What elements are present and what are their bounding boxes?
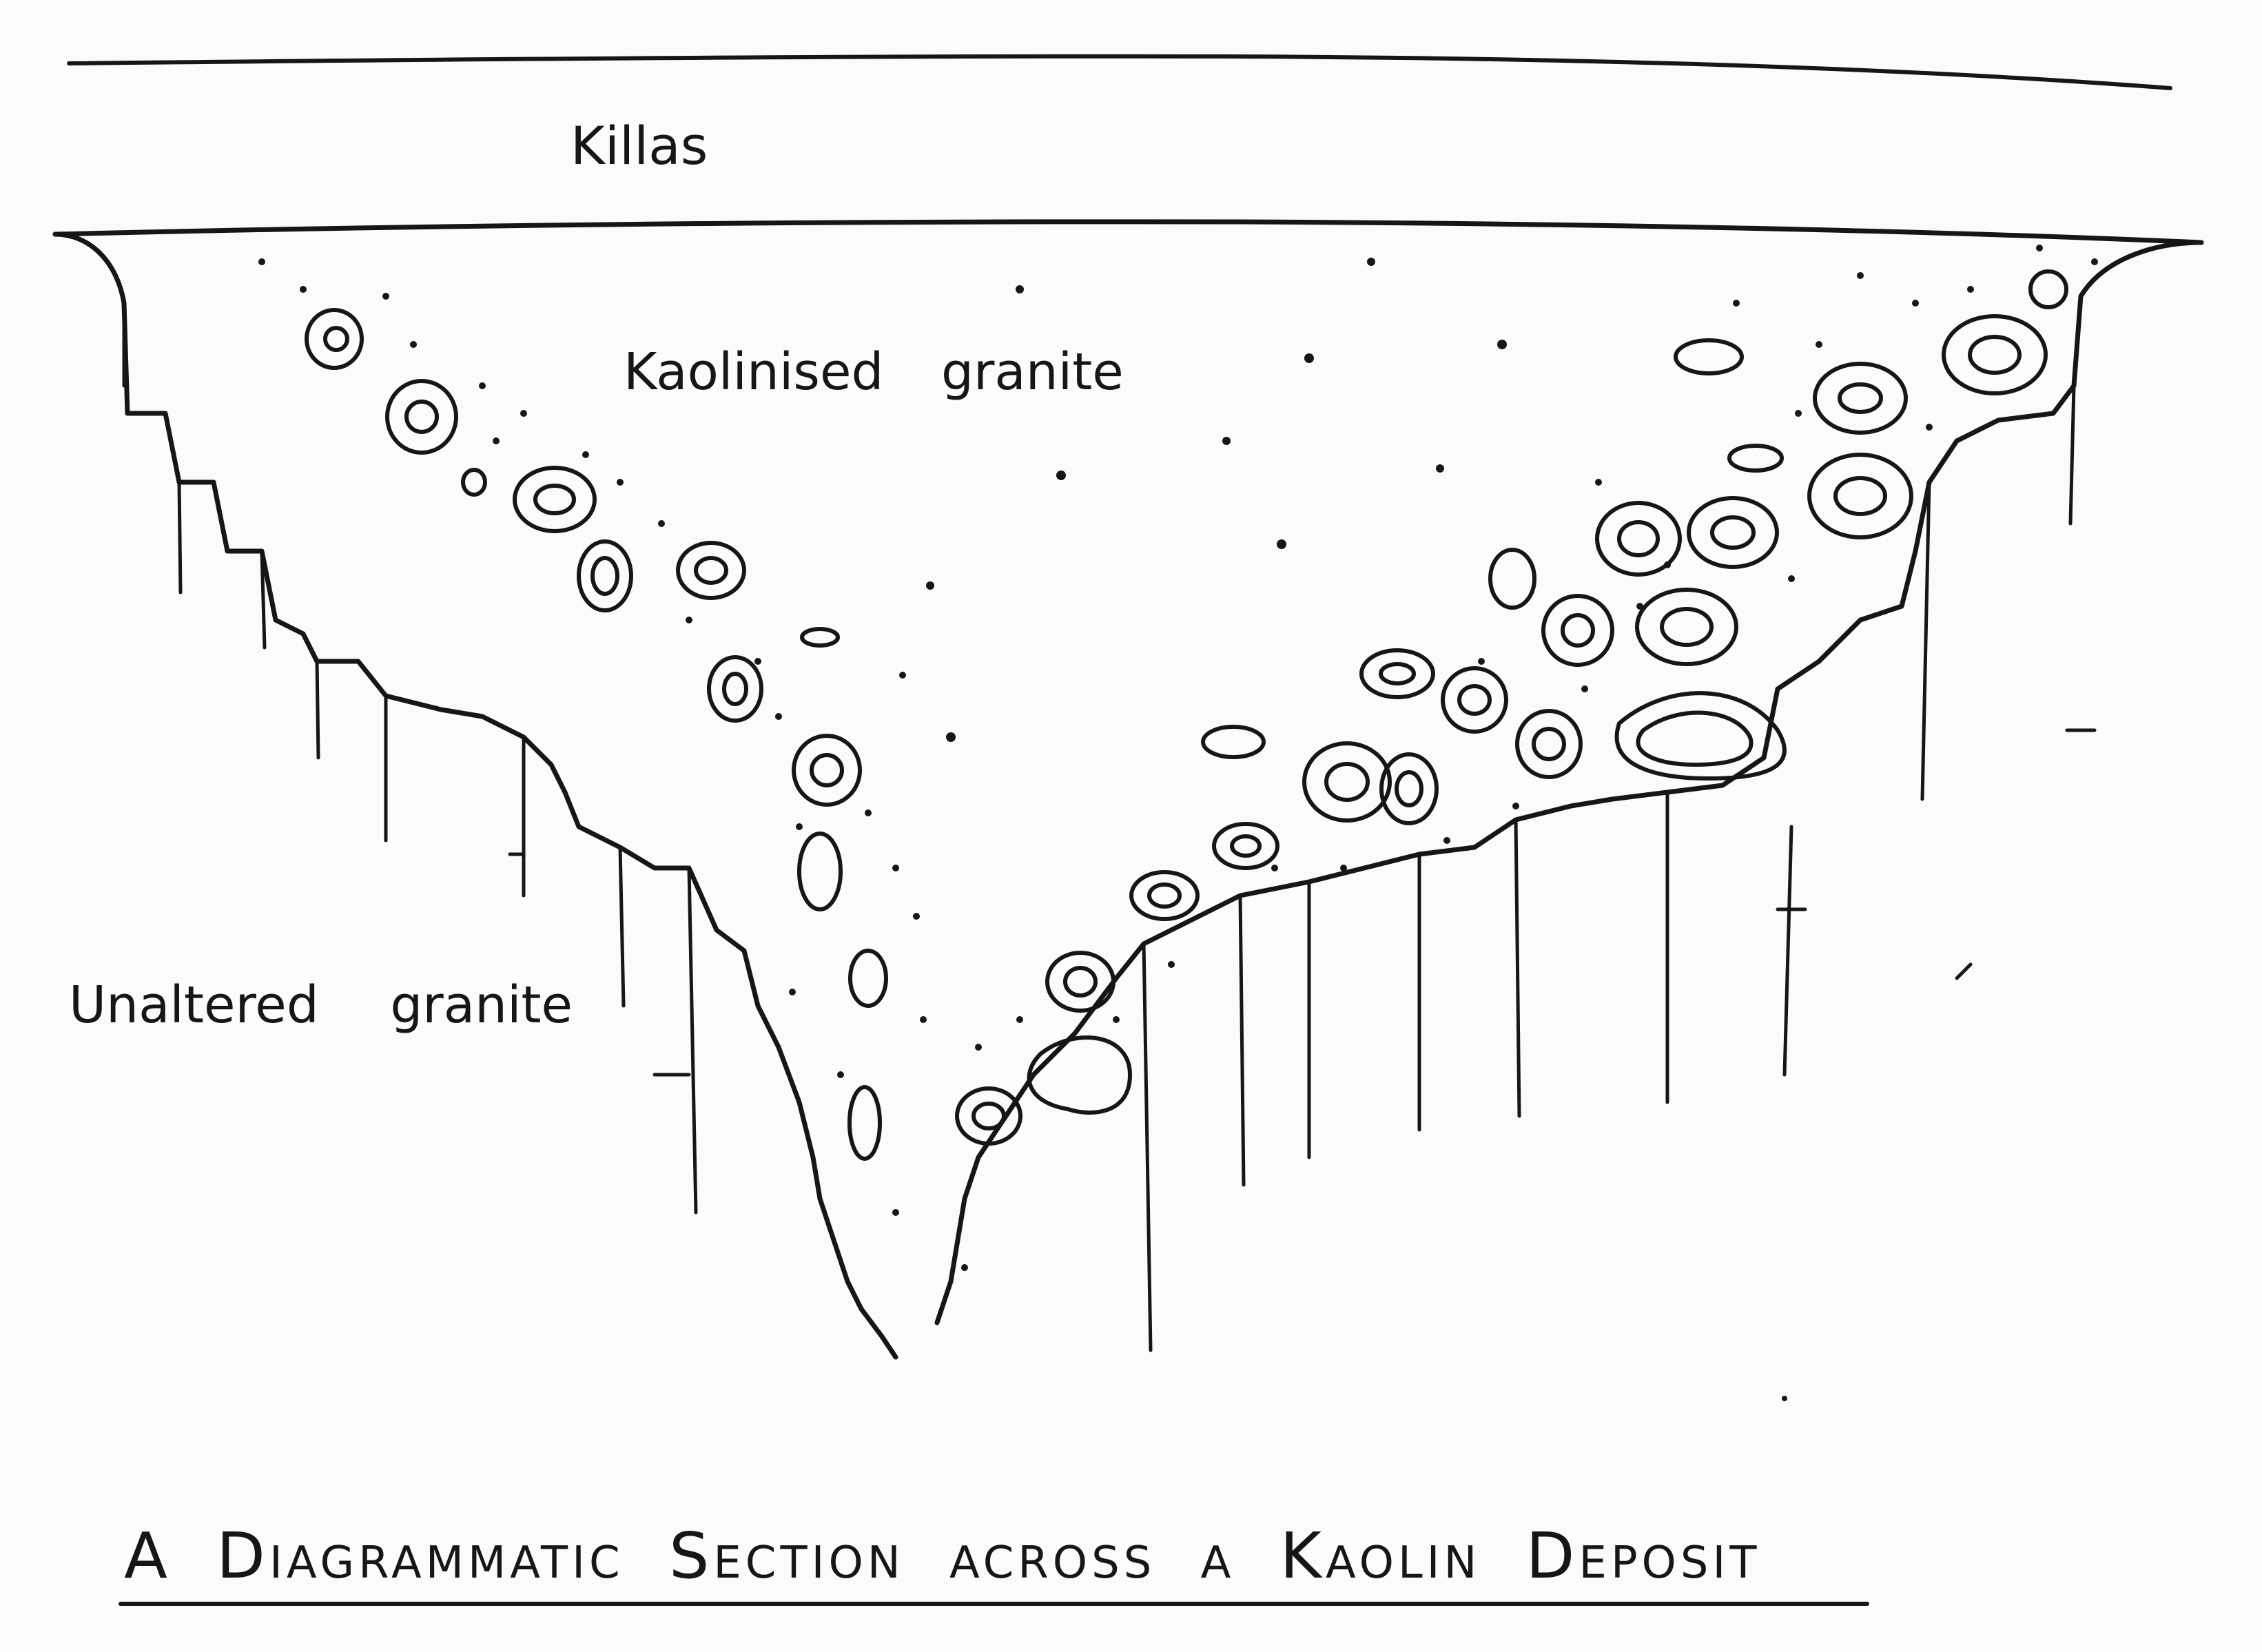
kaolinised-boulders [305, 269, 2068, 1161]
killas-contact-line [52, 219, 2204, 245]
granite-joints-right [1142, 384, 2097, 1352]
top-boundary-line [67, 54, 2172, 90]
pit-outline [52, 231, 898, 1360]
killas-label: Killas [570, 115, 708, 176]
kaolinised-stipple [258, 245, 2098, 1401]
kaolinised-granite-label: Kaolinised granite [624, 342, 1124, 402]
granite-joints-left [122, 301, 698, 1215]
diagram-title: A Diagrammatic Section across a Kaolin D… [124, 1519, 1761, 1593]
pit-outline-right [934, 240, 2204, 1325]
unaltered-granite-label: Unaltered granite [69, 975, 573, 1035]
